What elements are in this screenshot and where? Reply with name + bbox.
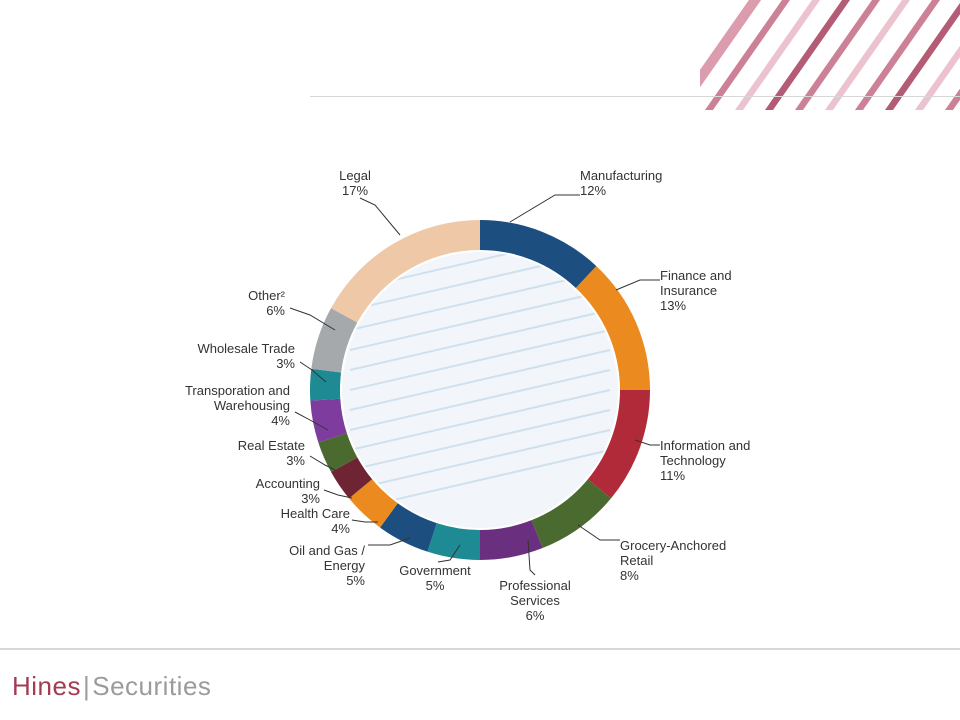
brand-separator: |: [83, 671, 90, 701]
leader-line: [360, 198, 400, 235]
leader-line: [578, 525, 620, 540]
slice-label: Legal17%: [339, 168, 371, 198]
leader-line: [616, 280, 660, 290]
slice-label: Finance andInsurance13%: [660, 268, 732, 313]
divider-bottom: [0, 648, 960, 650]
slice-label: Information andTechnology11%: [660, 438, 750, 483]
slice-label: ProfessionalServices6%: [499, 578, 571, 623]
leader-line: [510, 195, 580, 222]
slice-label: Real Estate3%: [238, 438, 306, 468]
industry-donut-chart: Manufacturing12% Finance andInsurance13% I…: [160, 150, 800, 650]
decorative-corner: [700, 0, 960, 110]
slice-label: Government5%: [399, 563, 471, 593]
slice-label: Wholesale Trade3%: [197, 341, 295, 371]
slice-label: Grocery-AnchoredRetail8%: [620, 538, 726, 583]
slice-label: Transporation andWarehousing4%: [185, 383, 290, 428]
brand-primary: Hines: [12, 671, 81, 701]
slice-label: Health Care4%: [281, 506, 351, 536]
donut-slice: [310, 369, 341, 401]
footer-brand: Hines|Securities: [12, 671, 211, 702]
brand-secondary: Securities: [92, 671, 211, 701]
slice-label: Manufacturing12%: [580, 168, 662, 198]
slice-label: Oil and Gas /Energy5%: [289, 543, 365, 588]
slice-label: Other²6%: [248, 288, 286, 318]
slice-label: Accounting3%: [256, 476, 321, 506]
divider-top: [310, 96, 960, 97]
